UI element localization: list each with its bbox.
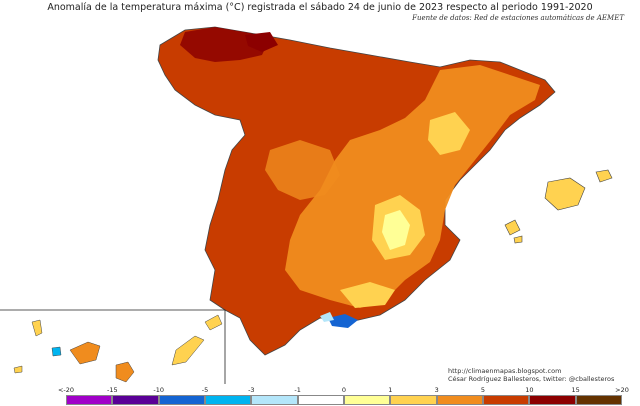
gran-canaria: [115, 361, 135, 383]
la-palma: [31, 319, 43, 337]
legend-swatch: [251, 395, 298, 405]
legend-tick: 3: [434, 386, 439, 394]
legend-swatch: [390, 395, 437, 405]
orange-east: [285, 65, 540, 308]
canary-inset-frame: [0, 309, 226, 384]
legend-tick: -1: [294, 386, 301, 394]
legend-tick: 15: [571, 386, 580, 394]
legend-tick: 5: [480, 386, 486, 394]
legend-swatch: [205, 395, 252, 405]
legend-swatch: [158, 395, 205, 405]
yellow-south: [340, 282, 395, 308]
yellow-light: [382, 210, 410, 250]
legend-swatch: [529, 395, 576, 405]
legend-tick: 10: [525, 386, 534, 394]
fuerteventura: [171, 335, 205, 366]
legend-swatch: [483, 395, 530, 405]
tenerife: [69, 341, 101, 365]
legend-swatch: [297, 395, 344, 405]
cool-spot: [320, 312, 334, 322]
legend-tick: 1: [388, 386, 393, 394]
legend-tick: -3: [248, 386, 255, 394]
legend-swatch: [344, 395, 391, 405]
mallorca: [544, 177, 586, 211]
legend-tick: <-20: [57, 386, 75, 394]
legend-tick: -15: [107, 386, 118, 394]
ibiza: [504, 219, 521, 236]
el-hierro: [13, 365, 23, 374]
color-legend: <-20 -15 -10 -5 -3 -1 0 1 3 5 10 15 >20: [58, 386, 629, 406]
cold-spot: [328, 314, 358, 328]
legend-tick: -10: [153, 386, 164, 394]
formentera: [513, 235, 523, 244]
orange-center: [265, 140, 340, 200]
legend-swatch: [575, 395, 622, 405]
credits-author: César Rodríguez Ballesteros, twitter: @c…: [448, 375, 615, 383]
legend-swatch: [436, 395, 483, 405]
legend-swatch: [112, 395, 159, 405]
yellow-east: [428, 112, 470, 155]
credits-url: http://climaenmapas.blogspot.com: [448, 367, 562, 375]
map-source: Fuente de datos: Red de estaciones autom…: [412, 14, 624, 22]
credits: http://climaenmapas.blogspot.com César R…: [448, 367, 614, 383]
lanzarote: [204, 314, 223, 331]
legend-swatch: [66, 395, 113, 405]
hot-spot-2: [245, 32, 278, 52]
menorca: [595, 169, 613, 183]
map-title: Anomalía de la temperatura máxima (°C) r…: [47, 2, 593, 13]
la-gomera: [51, 346, 62, 357]
legend-tick: 0: [341, 386, 347, 394]
legend-tick: -5: [201, 386, 209, 394]
legend-tick: >20: [615, 386, 629, 394]
